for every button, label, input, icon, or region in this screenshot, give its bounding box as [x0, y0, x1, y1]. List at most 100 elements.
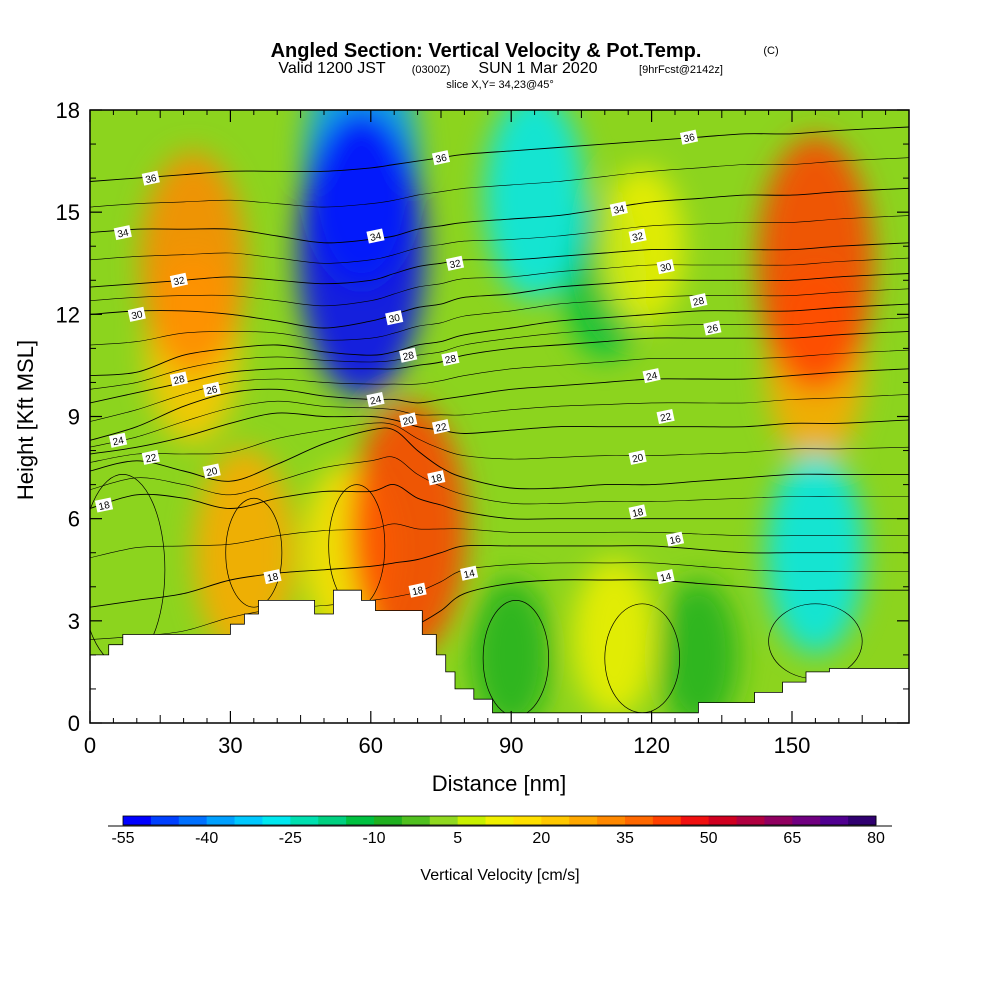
- isentrope-label-bg: [109, 432, 128, 448]
- colorbar-segment: [736, 816, 765, 825]
- isentrope-label: 28: [689, 293, 708, 309]
- isentrope-label: 18: [628, 504, 647, 520]
- colorbar-segment: [123, 816, 152, 825]
- isentrope-label-text: 32: [631, 231, 645, 244]
- isentrope-label-text: 24: [645, 370, 659, 383]
- isentrope-label-text: 20: [205, 466, 219, 479]
- isentrope-label-text: 18: [430, 473, 444, 486]
- isentrope-label-text: 32: [449, 258, 463, 271]
- isentrope-label-bg: [427, 470, 446, 486]
- isentrope-label: 16: [665, 531, 685, 547]
- colorbar-segment: [178, 816, 208, 825]
- isentrope-36: [90, 126, 909, 182]
- y-tick-label: 9: [68, 405, 80, 430]
- isentrope-label-bg: [703, 320, 722, 336]
- isentrope-16: [90, 544, 909, 608]
- colorbar-segment: [290, 816, 319, 825]
- isentrope-18: [90, 484, 909, 520]
- velocity-cell: [140, 152, 246, 375]
- isentrope-34: [90, 187, 909, 244]
- isentrope-label-bg: [679, 129, 699, 145]
- colorbar-segment: [346, 816, 375, 825]
- isentrope-label-bg: [431, 419, 451, 435]
- isentrope-label-bg: [169, 371, 188, 387]
- isentrope-label-text: 24: [112, 435, 126, 448]
- colorbar-segment: [764, 816, 793, 825]
- isentrope-label-text: 28: [173, 374, 187, 387]
- isentrope-label: 34: [366, 228, 385, 244]
- isentrope-label-bg: [141, 170, 160, 186]
- colorbar-title: Vertical Velocity [cm/s]: [420, 867, 579, 884]
- isentrope-label: 30: [656, 259, 675, 275]
- isentrope-label-bg: [445, 255, 465, 271]
- y-tick-label: 6: [68, 507, 80, 532]
- colorbar-segment: [206, 816, 236, 825]
- isentrope-label-bg: [628, 504, 647, 520]
- isentrope-label-text: 18: [631, 507, 645, 520]
- isentrope-label-text: 20: [402, 415, 416, 428]
- isentrope-label-bg: [628, 228, 647, 244]
- isentrope-label: 36: [679, 129, 699, 145]
- isentrope-label: 14: [460, 565, 479, 581]
- isentrope-label: 14: [656, 569, 675, 585]
- isentrope-intermediate: [90, 523, 909, 559]
- isentrope-label-bg: [609, 201, 628, 217]
- velocity-cell: [297, 110, 426, 397]
- isentrope-label-bg: [399, 347, 418, 363]
- isentrope-intermediate: [90, 394, 909, 448]
- y-tick-label: 0: [68, 711, 80, 736]
- isentrope-label-bg: [628, 449, 647, 465]
- colorbar-segment: [234, 816, 263, 825]
- isentrope-label-bg: [141, 449, 160, 465]
- vertical-velocity-field: [140, 110, 874, 723]
- y-axis-title: Height [Kft MSL]: [13, 340, 38, 500]
- isentrope-label-bg: [202, 381, 221, 397]
- isentrope-label: 28: [399, 347, 418, 363]
- colorbar-segment: [262, 816, 291, 825]
- isentrope-intermediate: [90, 157, 909, 208]
- isentrope-intermediate: [90, 257, 909, 307]
- isentrope-20: [90, 427, 909, 490]
- isentrope-label: 20: [202, 463, 221, 479]
- isentrope-label: 34: [609, 201, 628, 217]
- isentrope-label: 26: [703, 320, 722, 336]
- isentrope-label-text: 30: [388, 313, 402, 326]
- isentrope-label-text: 34: [613, 204, 627, 217]
- isentrope-label-bg: [656, 569, 675, 585]
- isentrope-24: [90, 368, 909, 441]
- colorbar-segment: [848, 816, 877, 825]
- colorbar-segment: [429, 816, 459, 825]
- isentrope-label: 34: [113, 225, 132, 241]
- isentrope-label-text: 34: [369, 231, 383, 244]
- velocity-cell: [484, 110, 585, 300]
- colorbar: -55 -40 -25 -10 5 20 35 50 65 80: [108, 815, 892, 847]
- colorbar-segment: [680, 816, 710, 825]
- x-tick-label: 150: [774, 733, 811, 758]
- isentrope-labels: 36 36 36 34 34 34 32 32 32 30 30 30 28 28 28 28 26 26 24 24…: [94, 129, 722, 598]
- colorbar-tick-label: 65: [783, 830, 801, 847]
- colorbar-segment: [652, 816, 682, 825]
- valid-utc: (0300Z): [412, 64, 451, 76]
- isentrope-label: 22: [141, 449, 160, 465]
- isentrope-label: 32: [628, 228, 647, 244]
- colorbar-tick-label: 5: [453, 830, 462, 847]
- isentrope-label-text: 18: [266, 571, 280, 584]
- isentrope-label-text: 26: [706, 323, 720, 336]
- isentrope-label-bg: [202, 463, 221, 479]
- x-tick-label: 120: [633, 733, 670, 758]
- colorbar-segment: [541, 816, 570, 825]
- isentrope-label-text: 28: [402, 350, 416, 363]
- x-tick-label: 30: [218, 733, 242, 758]
- isentrope-label: 18: [94, 497, 114, 513]
- colorbar-segment: [569, 816, 598, 825]
- isentrope-label-text: 16: [669, 534, 683, 547]
- isentrope-label-text: 30: [131, 309, 145, 322]
- isentrope-label-text: 28: [444, 353, 458, 366]
- isentrope-label-bg: [642, 368, 661, 384]
- valid-date: SUN 1 Mar 2020: [478, 60, 597, 77]
- colorbar-segment: [820, 816, 849, 825]
- isentrope-intermediate: [90, 317, 909, 390]
- colorbar-segment: [457, 816, 487, 825]
- isentrope-label-bg: [113, 225, 132, 241]
